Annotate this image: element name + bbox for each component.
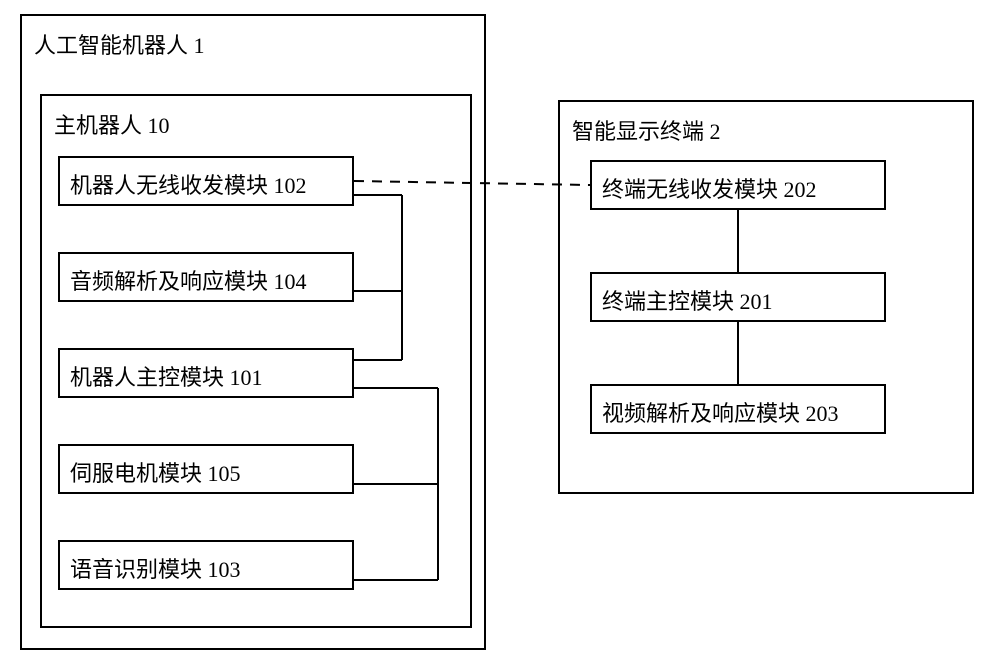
robot-voice-label: 语音识别模块 103 <box>70 552 241 584</box>
term-tx-label: 终端无线收发模块 202 <box>602 172 817 204</box>
robot-ctrl-label: 机器人主控模块 101 <box>70 360 263 392</box>
robot-tx-label: 机器人无线收发模块 102 <box>70 168 307 200</box>
ai-robot-title: 人工智能机器人 1 <box>34 28 205 60</box>
term-video-label: 视频解析及响应模块 203 <box>602 396 839 428</box>
main-robot-title: 主机器人 10 <box>54 108 170 140</box>
robot-servo-label: 伺服电机模块 105 <box>70 456 241 488</box>
robot-audio-label: 音频解析及响应模块 104 <box>70 264 307 296</box>
diagram-canvas: 人工智能机器人 1 主机器人 10 智能显示终端 2 机器人无线收发模块 102… <box>0 0 1000 664</box>
term-ctrl-label: 终端主控模块 201 <box>602 284 773 316</box>
terminal-title: 智能显示终端 2 <box>572 114 721 146</box>
